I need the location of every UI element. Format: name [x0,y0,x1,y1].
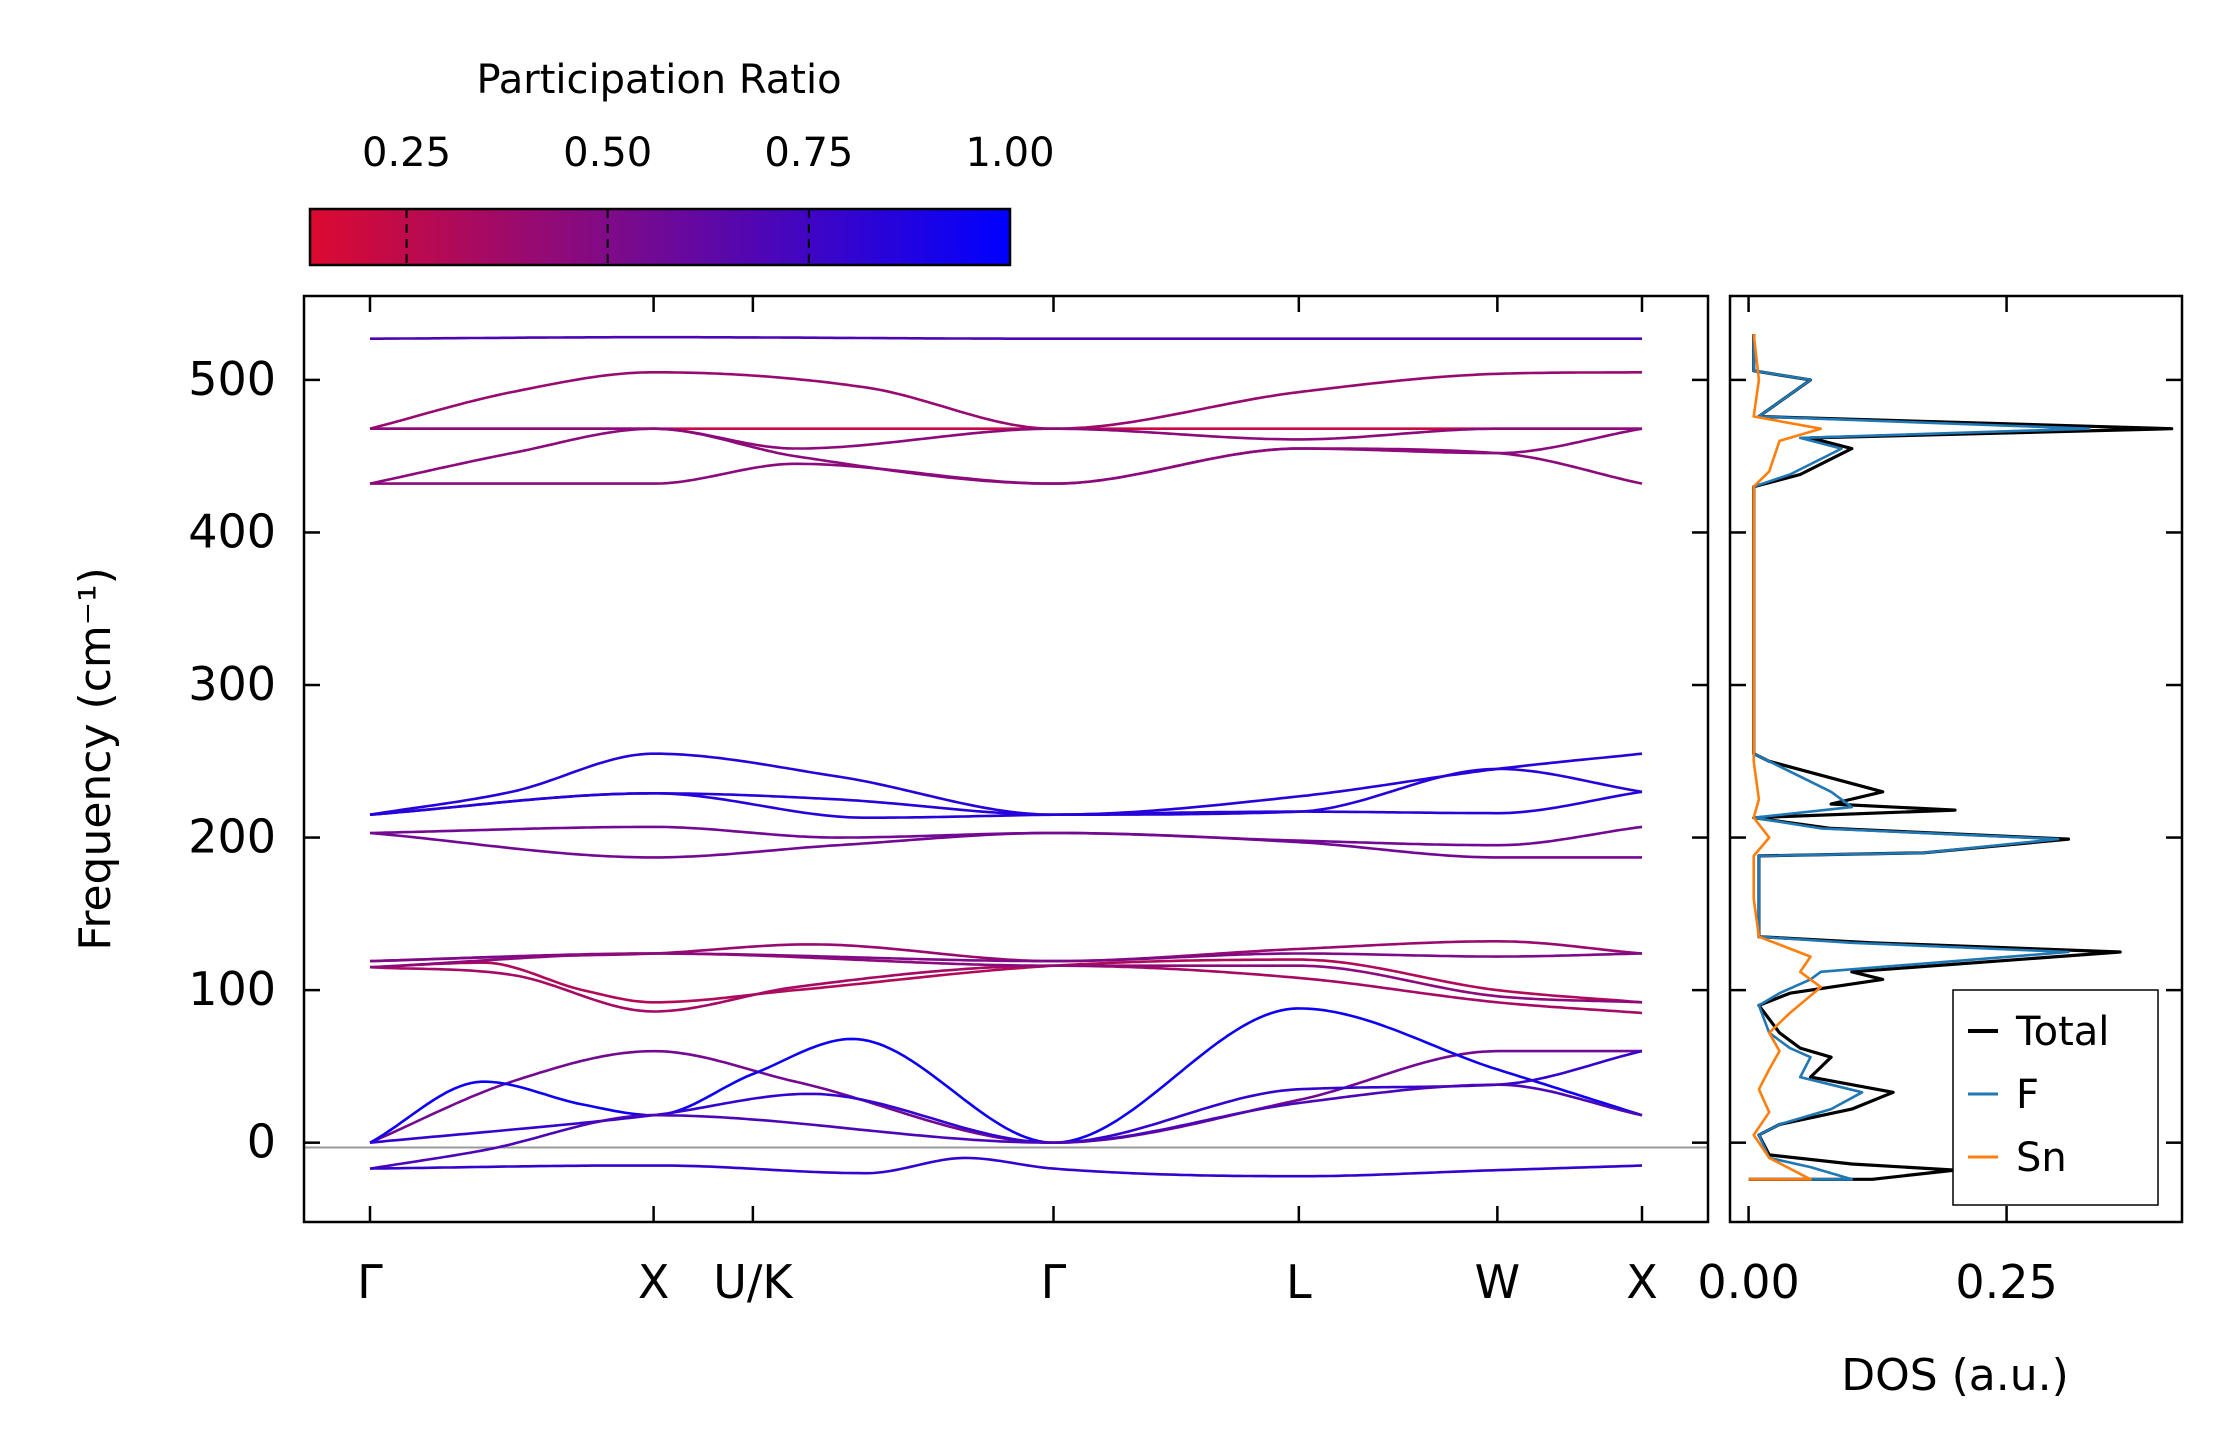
band-7 [369,752,1643,816]
band-10 [369,825,1643,847]
band-11 [369,831,1642,859]
band-5 [369,427,1643,485]
frequency-tick-label: 400 [188,504,276,558]
frequency-axis-label: Frequency (cm⁻¹) [70,567,121,951]
dos-tick-label: 0.25 [1955,1255,2057,1309]
band-plot-frame [302,294,1710,1224]
legend-label-sn: Sn [2016,1135,2067,1181]
colorbar-tick-label: 0.75 [764,130,853,176]
dos-legend: Total F Sn [1952,989,2159,1206]
band-structure-panel: 0 100 200 300 400 500 Γ X U/K Γ L W X Frequency (cm… [70,294,1710,1309]
band-1 [370,335,1642,340]
colorbar-title: Participation Ratio [476,57,841,103]
band-18 [369,1007,1643,1144]
band-20 [369,1083,1643,1170]
band-2 [369,371,1642,430]
dos-legend-box [1952,989,2159,1206]
band-13 [369,958,1643,1004]
frequency-tick-label: 0 [247,1115,276,1169]
k-point-label: X [638,1255,670,1309]
colorbar-gradient [308,207,1012,267]
band-6 [370,447,1643,485]
colorbar-tick-label: 0.50 [563,130,652,176]
k-path-axis: Γ X U/K Γ L W X [357,296,1658,1309]
dos-curves [1748,333,2174,1181]
band-4 [370,427,1642,450]
frequency-tick-label: 500 [188,352,276,406]
colorbar: Participation Ratio 0.25 0.50 0.75 1.00 [308,57,1055,267]
frequency-tick-label: 100 [188,962,276,1016]
colorbar-tick-label: 0.25 [362,130,451,176]
band-21 [369,1156,1643,1178]
frequency-axis: 0 100 200 300 400 500 [188,352,1708,1169]
frequency-tick-label: 200 [188,810,276,864]
colorbar-tick-label: 1.00 [965,130,1054,176]
dos-curve-sn [1748,333,1823,1181]
k-point-label: X [1626,1255,1658,1309]
band-12 [369,940,1643,963]
dos-axis: 0.00 0.25 [1697,296,2182,1309]
dos-panel: 0.00 0.25 DOS (a.u.) Total F Sn [1697,294,2184,1401]
band-16 [369,952,1643,1004]
k-point-label: Γ [357,1255,383,1309]
legend-label-f: F [2016,1072,2039,1118]
frequency-tick-label: 300 [188,657,276,711]
band-9 [369,790,1643,819]
k-point-label: Γ [1041,1255,1067,1309]
k-point-label: U/K [713,1255,794,1309]
phonon-bands [369,335,1643,1178]
colorbar-ticks: 0.25 0.50 0.75 1.00 [362,130,1055,265]
legend-label-total: Total [2015,1009,2109,1055]
band-14 [369,964,1643,1015]
dos-axis-label: DOS (a.u.) [1841,1350,2069,1401]
k-point-label: W [1475,1255,1520,1309]
dos-tick-label: 0.00 [1697,1255,1799,1309]
dos-plot-frame [1728,294,2184,1224]
k-point-label: L [1286,1255,1312,1309]
